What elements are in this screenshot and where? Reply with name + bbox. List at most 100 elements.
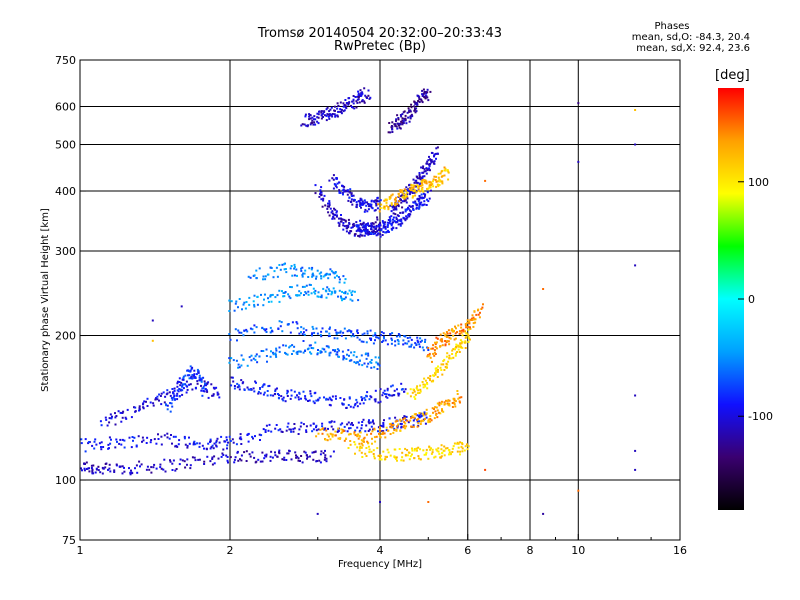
- data-point: [384, 393, 386, 395]
- data-point: [418, 345, 421, 348]
- data-point: [168, 437, 171, 440]
- data-point: [438, 404, 441, 407]
- data-point: [368, 448, 371, 451]
- data-point: [233, 461, 236, 464]
- data-point: [413, 190, 416, 193]
- data-point: [416, 336, 419, 339]
- data-point: [444, 169, 447, 172]
- data-point: [433, 160, 436, 163]
- data-point: [300, 269, 303, 272]
- data-point: [380, 458, 383, 461]
- data-point: [314, 192, 317, 195]
- data-point: [204, 384, 207, 387]
- data-point: [459, 330, 462, 333]
- data-point: [294, 396, 297, 399]
- data-point: [435, 341, 438, 344]
- data-point: [282, 344, 285, 347]
- data-point: [399, 429, 402, 432]
- data-point: [448, 354, 451, 357]
- data-point: [468, 322, 471, 325]
- data-point: [406, 111, 409, 114]
- data-point: [422, 88, 425, 91]
- data-point: [331, 395, 334, 398]
- data-point: [375, 336, 378, 339]
- data-point: [184, 383, 187, 386]
- data-point: [174, 445, 177, 448]
- data-point: [274, 354, 277, 356]
- data-point: [428, 185, 431, 188]
- data-point: [278, 289, 281, 292]
- data-point: [431, 448, 434, 451]
- data-point: [311, 334, 313, 337]
- data-point: [162, 468, 165, 471]
- data-point: [278, 394, 280, 397]
- data-point: [410, 343, 413, 346]
- data-point: [422, 190, 425, 193]
- data-point: [371, 442, 373, 445]
- data-point: [371, 430, 374, 433]
- data-point: [401, 206, 404, 209]
- data-point: [437, 368, 439, 371]
- data-point: [371, 222, 374, 225]
- data-point: [299, 425, 302, 428]
- data-point: [232, 380, 235, 383]
- data-point: [402, 459, 405, 462]
- data-point: [332, 287, 335, 290]
- data-point: [454, 354, 457, 357]
- data-point: [356, 435, 359, 438]
- data-point: [359, 230, 362, 233]
- data-point: [401, 200, 404, 203]
- data-point: [182, 377, 185, 379]
- data-point: [207, 396, 210, 399]
- data-point: [177, 443, 180, 446]
- data-point: [434, 341, 436, 344]
- data-point: [391, 121, 394, 124]
- data-point: [370, 339, 372, 341]
- data-point: [387, 131, 390, 134]
- data-point: [342, 298, 345, 301]
- y-tick-label: 75: [62, 534, 76, 547]
- data-point: [430, 452, 433, 455]
- data-point: [175, 394, 178, 397]
- data-point: [422, 349, 425, 352]
- data-point: [296, 394, 298, 397]
- data-point: [158, 393, 161, 396]
- data-point: [376, 218, 379, 221]
- data-point: [399, 195, 402, 198]
- data-point: [355, 224, 358, 227]
- data-point: [319, 350, 322, 353]
- data-point: [136, 471, 139, 474]
- data-point: [401, 123, 404, 126]
- data-point: [345, 224, 348, 227]
- data-point: [466, 448, 469, 451]
- data-point: [288, 449, 290, 452]
- data-point: [432, 178, 435, 181]
- data-point: [279, 428, 282, 431]
- data-point: [255, 277, 258, 280]
- data-point: [433, 417, 436, 420]
- data-point: [347, 349, 350, 352]
- data-point: [313, 451, 315, 454]
- data-point: [327, 202, 329, 205]
- data-point: [289, 331, 292, 334]
- data-point: [111, 415, 113, 418]
- data-point: [305, 429, 308, 432]
- data-point: [479, 311, 481, 314]
- data-point: [410, 345, 412, 348]
- data-point: [370, 232, 373, 234]
- data-point: [383, 432, 386, 435]
- data-point: [451, 451, 454, 453]
- data-point: [367, 354, 370, 357]
- data-point: [346, 423, 349, 426]
- data-point: [349, 440, 352, 442]
- data-point: [452, 334, 455, 337]
- data-point: [318, 110, 320, 113]
- data-point: [312, 458, 315, 461]
- data-point: [300, 292, 302, 295]
- data-point: [417, 200, 420, 202]
- data-point: [328, 110, 331, 113]
- data-point: [423, 411, 426, 414]
- data-point: [375, 361, 378, 364]
- data-point: [418, 414, 421, 417]
- data-point: [346, 430, 349, 433]
